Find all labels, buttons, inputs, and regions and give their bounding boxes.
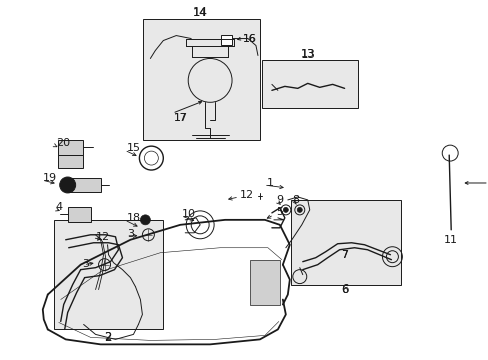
Text: 15: 15 <box>126 143 140 153</box>
Text: 9: 9 <box>276 195 283 205</box>
Text: 7: 7 <box>340 250 347 260</box>
Circle shape <box>60 177 76 193</box>
Bar <box>143 19 260 140</box>
Text: 6: 6 <box>340 283 347 296</box>
Text: 4: 4 <box>56 202 63 212</box>
Text: 14: 14 <box>193 8 207 18</box>
Text: 2: 2 <box>103 331 111 344</box>
Text: 2: 2 <box>104 332 111 342</box>
Bar <box>58 155 82 168</box>
Text: 17: 17 <box>174 113 187 123</box>
Bar <box>54 220 163 329</box>
Bar <box>249 260 279 305</box>
Bar <box>221 35 232 45</box>
Text: 5: 5 <box>275 207 282 217</box>
Text: 3: 3 <box>127 229 134 239</box>
Text: 3: 3 <box>82 259 89 269</box>
Bar <box>262 60 357 108</box>
Text: 16: 16 <box>243 33 256 44</box>
Bar <box>58 140 82 155</box>
Text: 19: 19 <box>42 173 57 183</box>
Text: 16: 16 <box>243 33 257 44</box>
Text: 8: 8 <box>292 195 299 205</box>
Bar <box>290 200 401 285</box>
Circle shape <box>140 215 150 225</box>
Text: 13: 13 <box>300 48 315 61</box>
Bar <box>67 207 90 222</box>
Text: 12: 12 <box>95 232 109 242</box>
Text: 6: 6 <box>341 284 347 294</box>
Text: 11: 11 <box>443 235 457 245</box>
Text: 7: 7 <box>341 250 347 260</box>
Bar <box>67 178 101 192</box>
Text: 17: 17 <box>174 113 188 123</box>
Circle shape <box>297 207 302 212</box>
Text: 18: 18 <box>126 213 140 223</box>
Text: 10: 10 <box>182 209 196 219</box>
Text: 14: 14 <box>192 6 207 19</box>
Text: 20: 20 <box>56 138 70 148</box>
Text: 12: 12 <box>240 190 254 200</box>
Text: 13: 13 <box>300 49 314 59</box>
Circle shape <box>283 207 288 212</box>
Text: 1: 1 <box>266 178 273 188</box>
